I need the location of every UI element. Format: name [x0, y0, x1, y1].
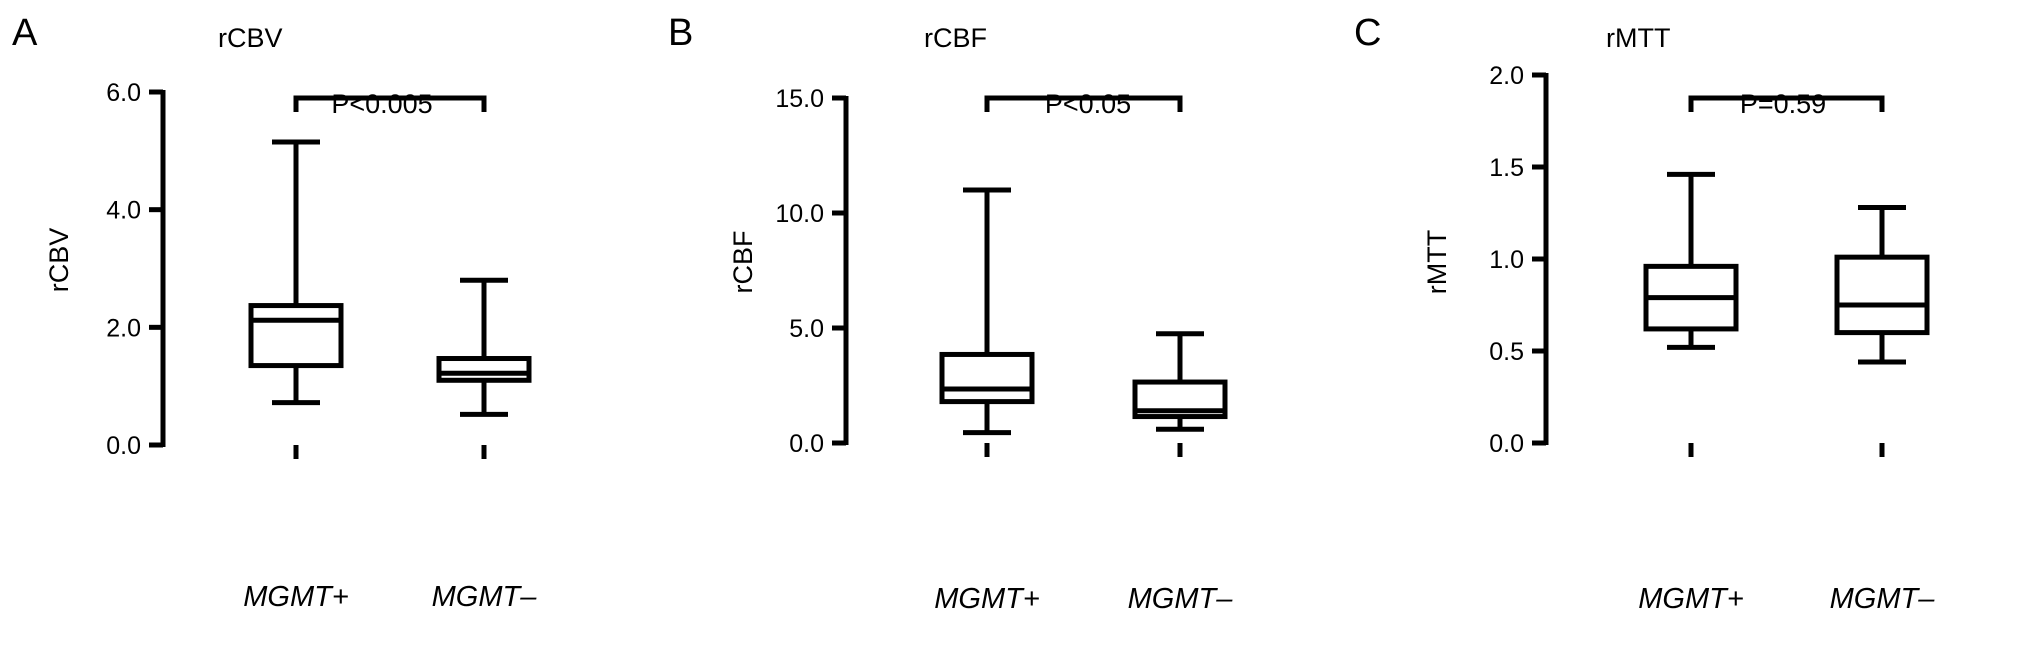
significance-bracket	[1688, 95, 1885, 112]
y-tick-label: 5.0	[789, 315, 824, 343]
y-tick-label: 2.0	[106, 314, 141, 342]
y-tick-label: 1.5	[1489, 154, 1524, 182]
significance-label: P<0.005	[331, 89, 432, 119]
y-tick-label: 6.0	[106, 79, 141, 107]
significance-bracket	[293, 95, 487, 112]
panel-title: rCBV	[218, 23, 283, 53]
significance-label: P<0.05	[1045, 89, 1131, 119]
y-tick-label: 4.0	[106, 197, 141, 225]
y-axis-label: rMTT	[1422, 230, 1452, 294]
box-plot	[436, 277, 532, 417]
panel-b: B rCBF rCBF MGMT+ MGMT– P<0.05 0.0 5.0 10.…	[668, 12, 1233, 615]
x-category-label: MGMT+	[1638, 583, 1744, 615]
y-tick-label: 15.0	[775, 85, 824, 113]
y-tick-label: 2.0	[1489, 62, 1524, 90]
y-tick-label: 0.5	[1489, 338, 1524, 366]
box-plot	[248, 139, 344, 406]
iqr-box	[248, 303, 344, 369]
significance-label: P=0.59	[1740, 89, 1826, 119]
y-axis-label: rCBV	[44, 228, 74, 293]
y-tick-label: 10.0	[775, 200, 824, 228]
iqr-box	[939, 351, 1035, 405]
panel-title: rCBF	[924, 23, 987, 53]
significance-bracket	[984, 95, 1183, 112]
y-tick-label: 1.0	[1489, 246, 1524, 274]
iqr-box	[436, 356, 532, 383]
panel-letter: A	[12, 12, 38, 54]
y-axis-label: rCBF	[728, 231, 758, 294]
x-category-label: MGMT+	[934, 583, 1040, 615]
y-tick-label: 0.0	[106, 432, 141, 460]
box-plot	[1132, 331, 1228, 432]
x-category-label: MGMT–	[432, 581, 538, 613]
panel-c: C rMTT rMTT MGMT+ MGMT– P=0.59 0.0 0.5 1.0…	[1354, 12, 1935, 615]
panel-title: rMTT	[1606, 23, 1670, 53]
box-plot	[1834, 204, 1930, 365]
panel-letter: C	[1354, 12, 1381, 54]
iqr-box	[1834, 254, 1930, 336]
x-category-label: MGMT–	[1830, 583, 1936, 615]
y-tick-label: 0.0	[1489, 430, 1524, 458]
x-category-label: MGMT+	[243, 581, 349, 613]
y-tick-label: 0.0	[789, 430, 824, 458]
x-category-label: MGMT–	[1128, 583, 1234, 615]
panel-a: A rCBV rCBV MGMT+ MGMT– P<0.005 0.0 2.0 4.…	[12, 12, 537, 613]
box-plot	[1643, 171, 1739, 350]
box-plot	[939, 187, 1035, 436]
panel-letter: B	[668, 12, 693, 54]
